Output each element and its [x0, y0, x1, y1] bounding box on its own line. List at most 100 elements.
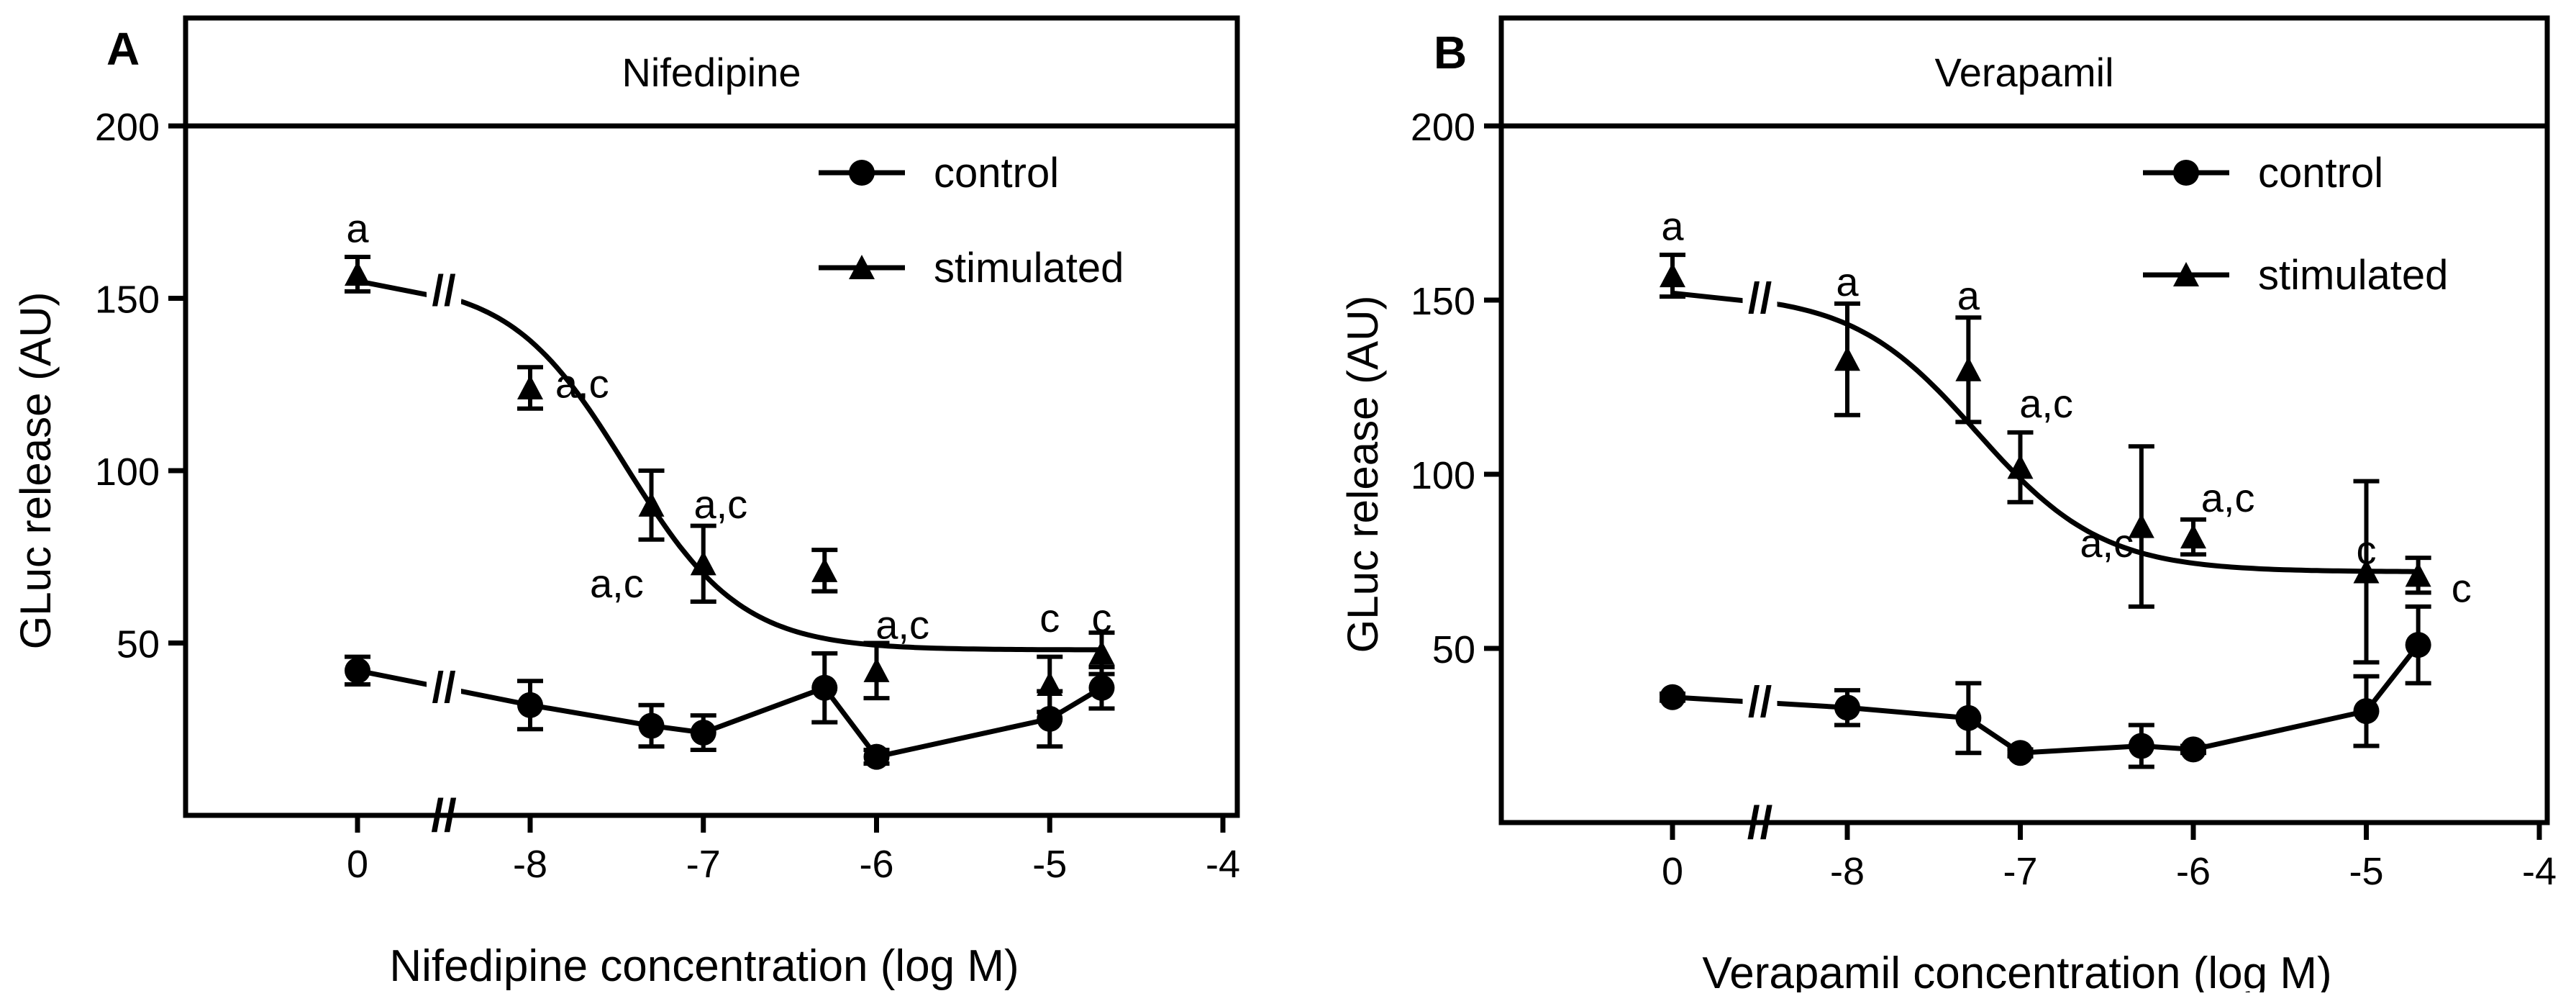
panel-a: A Nifedipine 50 100 150 200 GLuc release (AU) 0… [12, 15, 1240, 991]
y-tick-label: 50 [117, 623, 160, 666]
control-point [517, 692, 543, 718]
control-point [2180, 736, 2206, 763]
stimulated-point [1088, 640, 1115, 665]
y-tick-label: 150 [95, 279, 160, 322]
y-tick-label: 100 [95, 451, 160, 494]
significance-annotation: a [1957, 273, 1980, 318]
x-tick-label: -7 [686, 843, 721, 886]
panel-b: B Verapamil 50 100 150 200 GLuc release (AU) 0 -… [1339, 15, 2557, 996]
y-axis-label: GLuc release (AU) [12, 292, 60, 650]
stimulated-axis-break-gap [427, 269, 461, 313]
x-axis-label: Nifedipine concentration (log M) [389, 941, 1019, 991]
significance-annotation: a,c [590, 561, 644, 606]
legend-stimulated-marker [849, 255, 875, 279]
panel-label: A [106, 23, 140, 75]
control-point [2353, 698, 2380, 725]
significance-annotation: a,c [555, 361, 609, 406]
control-point [1955, 705, 1982, 731]
significance-annotation: c [2357, 527, 2377, 572]
control-point [1660, 684, 1685, 710]
significance-annotation: a,c [693, 481, 747, 527]
significance-annotation: c [2452, 566, 2472, 611]
stimulated-axis-break-marker: // [432, 267, 456, 315]
control-axis-break-gap [427, 666, 461, 710]
legend-control-marker [849, 160, 875, 186]
y-axis-label: GLuc release (AU) [1339, 296, 1387, 653]
control-point [1088, 674, 1115, 701]
legend-control-label: control [934, 150, 1059, 196]
stimulated-point [690, 551, 716, 576]
control-point [638, 712, 665, 739]
x-tick-label: -5 [1032, 843, 1067, 886]
y-tick-label: 200 [95, 106, 160, 149]
control-point [2405, 632, 2431, 658]
x-tick-label: -6 [859, 843, 893, 886]
legend-stimulated-marker [2173, 262, 2199, 286]
y-tick-label: 50 [1432, 628, 1475, 671]
y-tick-label: 100 [1411, 454, 1475, 497]
panel-header-title: Verapamil [1934, 50, 2113, 95]
stimulated-point [517, 375, 543, 400]
stimulated-point [1660, 263, 1685, 288]
stimulated-axis-break-gap [1742, 277, 1778, 321]
x-tick-label: -4 [2522, 850, 2557, 893]
control-point [1834, 694, 1860, 721]
stimulated-point [1955, 356, 1982, 381]
x-tick-label: -6 [2176, 850, 2211, 893]
legend-stimulated-label: stimulated [2258, 252, 2448, 299]
significance-annotation: a,c [875, 602, 929, 648]
control-point [863, 743, 890, 770]
significance-annotation: a [1661, 203, 1684, 248]
significance-annotation: a,c [2201, 475, 2255, 520]
x-axis-label: Verapamil concentration (log M) [1702, 949, 2331, 992]
control-point [690, 720, 716, 746]
stimulated-point [2007, 454, 2034, 479]
x-tick-label: -7 [2003, 850, 2037, 893]
x-tick-label: -4 [1206, 843, 1240, 886]
legend-control-label: control [2258, 150, 2383, 196]
control-point [2007, 740, 2034, 766]
control-point [2128, 733, 2154, 759]
stimulated-point [2180, 524, 2206, 549]
y-tick-label: 200 [1411, 106, 1475, 149]
panel-header-title: Nifedipine [622, 50, 801, 95]
x-tick-label: -8 [513, 843, 547, 886]
stimulated-point [638, 492, 665, 517]
control-axis-break-marker: // [1748, 678, 1772, 726]
control-point [1037, 705, 1063, 732]
significance-annotation: c [1091, 595, 1111, 640]
stimulated-point [2128, 513, 2154, 538]
panel-label: B [1434, 27, 1467, 78]
stimulated-point [811, 557, 838, 582]
significance-annotation: a [346, 206, 369, 251]
control-axis-break-gap [1742, 681, 1778, 725]
x-tick-label: -8 [1830, 850, 1865, 893]
significance-annotation: a [1836, 259, 1859, 304]
x-axis-break-marker: // [431, 789, 457, 841]
x-tick-label: 0 [347, 843, 368, 886]
stimulated-point [2405, 562, 2431, 587]
stimulated-fit-curve [460, 299, 1102, 653]
stimulated-point [1037, 671, 1063, 696]
significance-annotation: c [1039, 595, 1060, 640]
legend-stimulated-label: stimulated [934, 245, 1124, 291]
control-point [811, 674, 838, 701]
stimulated-point [345, 261, 370, 286]
control-point [345, 657, 370, 684]
significance-annotation: a,c [2019, 381, 2073, 426]
x-tick-label: 0 [1662, 850, 1683, 893]
control-axis-break-marker: // [432, 664, 456, 712]
stimulated-point [863, 657, 890, 682]
x-tick-label: -5 [2349, 850, 2383, 893]
stimulated-point [2353, 558, 2380, 584]
x-axis-break-marker: // [1747, 797, 1773, 848]
stimulated-point [1834, 346, 1860, 371]
legend-control-marker [2173, 160, 2199, 186]
plot-frame [183, 123, 1240, 818]
significance-annotation: a,c [2080, 520, 2134, 566]
stimulated-axis-break-marker: // [1748, 274, 1772, 322]
stimulated-fit-curve [1778, 302, 2418, 574]
y-tick-label: 150 [1411, 280, 1475, 323]
